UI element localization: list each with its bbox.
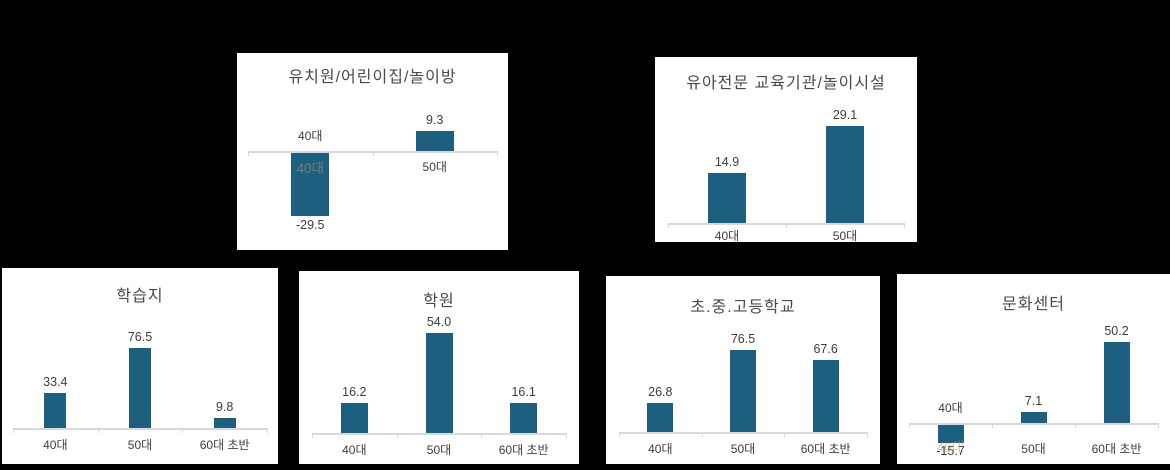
chart-title: 문화센터 bbox=[1002, 296, 1065, 313]
axis-tick bbox=[182, 428, 184, 433]
chart-panel-academy: 학원 16.2 40대 54.0 50대 16.1 60대 초반 bbox=[299, 271, 579, 464]
axis-tick bbox=[1158, 423, 1159, 428]
category-label: 50대 bbox=[832, 229, 858, 243]
value-label: 54.0 bbox=[426, 315, 452, 330]
axis-tick bbox=[784, 432, 786, 437]
x-axis-line bbox=[909, 423, 1158, 425]
plot-area: 16.2 40대 54.0 50대 16.1 60대 초반 bbox=[299, 271, 579, 464]
axis-tick bbox=[248, 151, 249, 156]
category-label: 50대 bbox=[730, 442, 756, 456]
category-label: 40대 bbox=[43, 438, 68, 452]
category-label: 60대 초반 bbox=[800, 442, 851, 456]
value-label: 29.1 bbox=[832, 108, 858, 123]
plot-area: -29.5 40대 40대 9.3 50대 bbox=[237, 53, 508, 250]
chart-title: 유아전문 교육기관/놀이시설 bbox=[686, 75, 886, 92]
bar bbox=[1103, 342, 1130, 423]
axis-tick bbox=[312, 433, 313, 438]
bar bbox=[44, 392, 67, 428]
chart-title: 초.중.고등학교 bbox=[690, 299, 796, 316]
bar bbox=[291, 153, 330, 217]
value-label: 50.2 bbox=[1104, 324, 1129, 339]
chart-panel-kindergarten: 유치원/어린이집/놀이방 -29.5 40대 40대 9.3 50대 bbox=[237, 53, 508, 250]
value-label: 9.8 bbox=[215, 399, 234, 414]
plot-area: 26.8 40대 76.5 50대 67.6 60대 초반 bbox=[606, 276, 880, 464]
category-label: 60대 초반 bbox=[498, 443, 549, 457]
category-label: 40대 bbox=[298, 129, 323, 143]
value-label: 67.6 bbox=[813, 341, 838, 356]
chart-title: 유치원/어린이집/놀이방 bbox=[288, 69, 457, 86]
value-label: 16.1 bbox=[511, 385, 536, 400]
bar bbox=[1020, 411, 1047, 423]
bar bbox=[647, 403, 674, 432]
category-label: 40대 bbox=[648, 442, 673, 456]
category-label: 50대 bbox=[1021, 442, 1046, 456]
bar bbox=[340, 403, 368, 433]
value-label: 76.5 bbox=[730, 332, 756, 347]
axis-tick bbox=[497, 151, 498, 156]
axis-tick bbox=[992, 423, 993, 428]
category-label: 50대 bbox=[422, 160, 447, 174]
chart-panel-schools: 초.중.고등학교 26.8 40대 76.5 50대 67.6 60대 초반 bbox=[606, 276, 880, 464]
category-label: 40대 bbox=[714, 229, 740, 243]
axis-tick bbox=[481, 433, 483, 438]
x-axis-line bbox=[619, 432, 867, 434]
x-axis-line bbox=[13, 428, 267, 430]
axis-tick bbox=[668, 223, 669, 228]
axis-tick bbox=[396, 433, 398, 438]
axis-tick bbox=[904, 223, 905, 228]
category-label: 50대 bbox=[127, 438, 153, 452]
axis-tick bbox=[867, 432, 868, 437]
axis-tick bbox=[619, 432, 620, 437]
axis-tick bbox=[372, 151, 374, 156]
value-label: 7.1 bbox=[1024, 393, 1043, 408]
chart-title: 학원 bbox=[423, 293, 455, 310]
value-label: 9.3 bbox=[426, 113, 444, 127]
axis-tick bbox=[267, 428, 268, 433]
plot-area: -15.7 40대 40대 7.1 50대 50.2 60대 초반 bbox=[897, 274, 1170, 464]
category-label: 60대 초반 bbox=[1091, 442, 1142, 456]
bar bbox=[213, 417, 236, 428]
axis-tick bbox=[909, 423, 910, 428]
chart-panel-culture-center: 문화센터 -15.7 40대 40대 7.1 50대 50.2 60대 초반 bbox=[897, 274, 1170, 464]
bar bbox=[425, 333, 453, 433]
chart-panel-infant-education: 유아전문 교육기관/놀이시설 14.9 40대 29.1 50대 bbox=[655, 57, 917, 243]
ghost-category-label: 40대 bbox=[936, 440, 965, 455]
axis-tick bbox=[97, 428, 99, 433]
category-label: 60대 초반 bbox=[199, 438, 250, 452]
chart-panel-worksheets: 학습지 33.4 40대 76.5 50대 9.8 60대 초반 bbox=[2, 268, 278, 464]
bar bbox=[812, 359, 839, 432]
bar bbox=[510, 403, 538, 433]
plot-area: 33.4 40대 76.5 50대 9.8 60대 초반 bbox=[2, 268, 278, 464]
bar bbox=[826, 126, 864, 223]
axis-tick bbox=[13, 428, 14, 433]
bar bbox=[730, 350, 756, 432]
axis-tick bbox=[786, 223, 787, 228]
value-label: 26.8 bbox=[648, 385, 673, 400]
ghost-category-label: 40대 bbox=[296, 161, 324, 176]
category-label: 40대 bbox=[342, 443, 367, 457]
value-label: 33.4 bbox=[43, 374, 68, 389]
bar bbox=[415, 131, 454, 151]
category-label: 40대 bbox=[938, 401, 963, 415]
axis-tick bbox=[701, 432, 703, 437]
plot-area: 14.9 40대 29.1 50대 bbox=[655, 57, 917, 243]
axis-tick bbox=[1075, 423, 1076, 428]
value-label: 14.9 bbox=[714, 155, 740, 170]
x-axis-line bbox=[312, 433, 566, 435]
value-label: 76.5 bbox=[127, 329, 153, 344]
category-label: 50대 bbox=[426, 443, 452, 457]
bar bbox=[129, 347, 151, 428]
chart-title: 학습지 bbox=[116, 288, 164, 305]
value-label: -29.5 bbox=[296, 218, 325, 233]
axis-tick bbox=[566, 433, 567, 438]
bar bbox=[937, 425, 964, 444]
bar bbox=[708, 173, 746, 223]
value-label: -15.7 bbox=[936, 444, 965, 459]
value-label: 16.2 bbox=[342, 385, 367, 400]
